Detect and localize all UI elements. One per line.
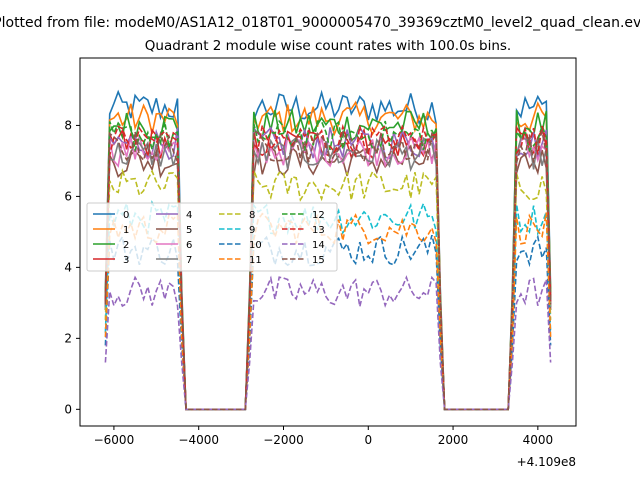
x-tick-label: 4000 — [523, 433, 554, 447]
plot-frame — [79, 57, 577, 427]
legend-label: 12 — [312, 210, 325, 221]
series-line-14 — [104, 275, 552, 411]
legend-label: 6 — [186, 240, 192, 251]
chart-title: Quadrant 2 module wise count rates with … — [145, 38, 511, 54]
legend-label: 3 — [123, 255, 129, 266]
y-tick-label: 4 — [64, 260, 72, 274]
legend-label: 15 — [312, 255, 325, 266]
x-tick-label: −6000 — [94, 433, 135, 447]
legend-box — [86, 202, 338, 272]
legend-label: 9 — [249, 225, 255, 236]
y-tick-label: 0 — [64, 402, 72, 416]
legend-label: 2 — [123, 240, 129, 251]
legend-label: 10 — [249, 240, 262, 251]
legend-label: 5 — [186, 225, 192, 236]
x-tick-label: −2000 — [263, 433, 304, 447]
x-offset-text: +4.109e8 — [517, 455, 576, 469]
series-line-15 — [104, 128, 552, 411]
legend-label: 8 — [249, 210, 255, 221]
legend-label: 14 — [312, 240, 325, 251]
x-tick-label: 2000 — [438, 433, 469, 447]
axis-layer: −6000 −4000 −2000 0 2000 4000 0 2 4 6 8 — [64, 118, 553, 447]
legend-label: 4 — [186, 210, 192, 221]
y-tick-label: 8 — [64, 118, 72, 132]
legend-label: 7 — [186, 255, 192, 266]
legend-label: 0 — [123, 210, 129, 221]
y-tick-label: 6 — [64, 189, 72, 203]
y-tick-label: 2 — [64, 331, 72, 345]
legend-label: 1 — [123, 225, 129, 236]
x-tick-label: 0 — [364, 433, 372, 447]
chart-suptitle: Plotted from file: modeM0/AS1A12_018T01_… — [0, 15, 640, 31]
x-tick-label: −4000 — [178, 433, 219, 447]
legend-label: 13 — [312, 225, 325, 236]
legend-label: 11 — [249, 255, 262, 266]
